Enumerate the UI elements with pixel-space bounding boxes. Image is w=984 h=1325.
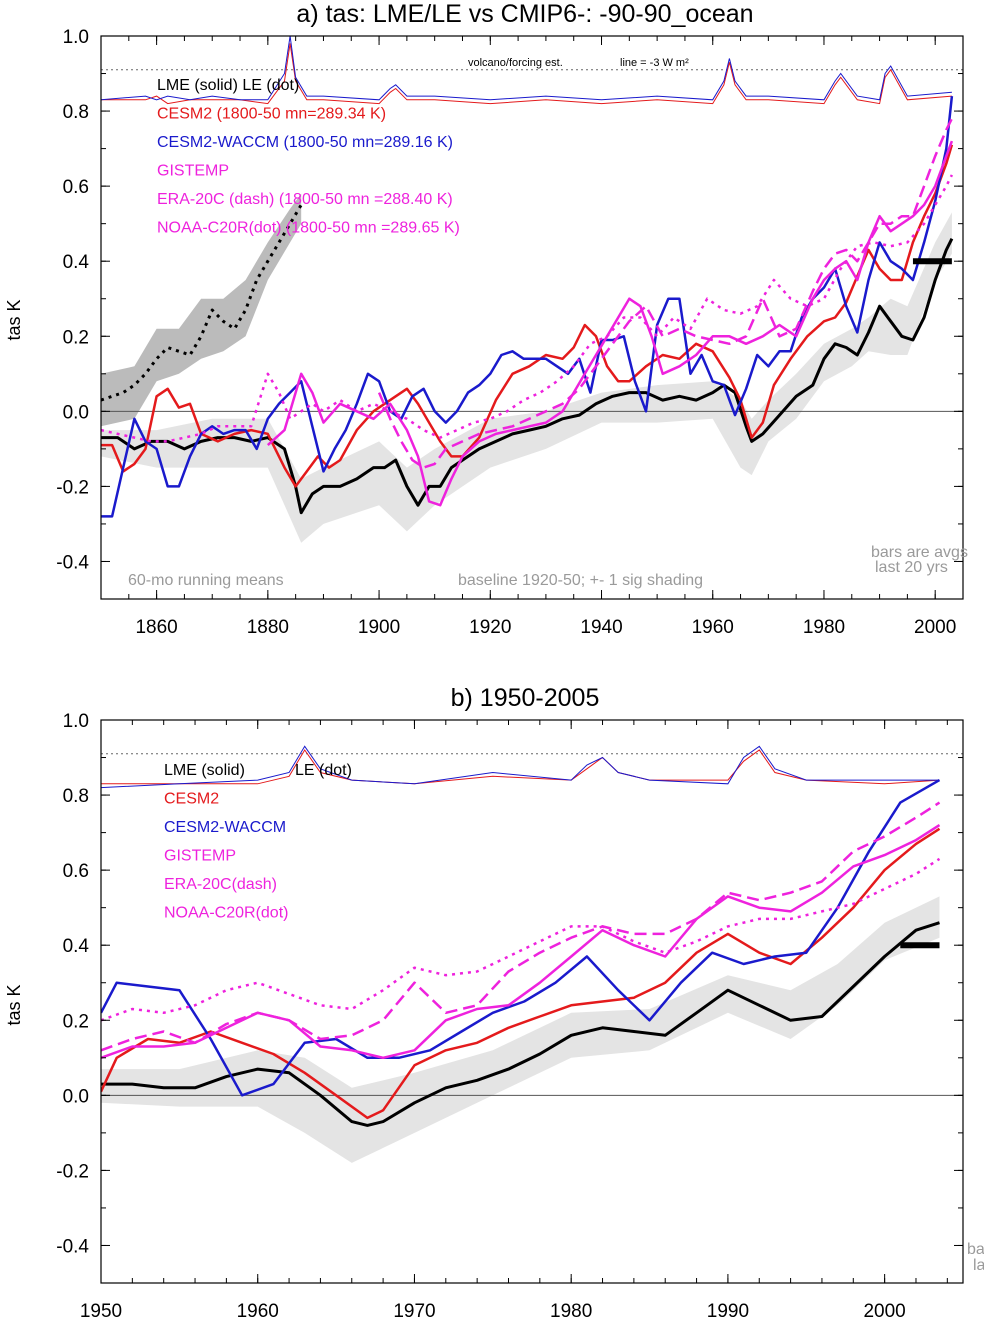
panel-b-annotation-bars-1: bars are avgs	[967, 1241, 984, 1258]
panel-a-band-1	[101, 193, 302, 427]
panel-b-legend-item: LME (solid)	[164, 762, 245, 779]
panel-a-ytick-label: 1.0	[63, 27, 89, 48]
panel-a-series-cesm2	[101, 144, 954, 488]
panel-b-xtick-label: 1960	[237, 1301, 279, 1322]
panel-b-forcing-trace-1	[101, 745, 940, 789]
panel-a-annotation-bars-2: last 20 yrs	[875, 559, 948, 576]
panel-a-annotation-bars-1: bars are avgs	[871, 544, 968, 561]
panel-a-plot-area	[101, 36, 963, 543]
panel-a-series-gistemp	[266, 140, 954, 507]
panel-b-series-cesm2-waccm	[101, 779, 941, 1097]
panel-b-legend-item: GISTEMP	[164, 848, 236, 865]
panel-b-band-0	[101, 896, 940, 1163]
panel-b-legend-item: LE (dot)	[295, 762, 352, 779]
panel-a-series-le	[101, 204, 303, 402]
panel-b-legend-item: CESM2	[164, 791, 219, 808]
panel-a-annotation-running-mean: 60-mo running means	[128, 572, 284, 589]
panel-b-legend-item: NOAA-C20R(dot)	[164, 905, 288, 922]
panel-a-ylabel: tas K	[4, 299, 24, 340]
panel-a-legend-item: CESM2-WACCM (1800-50 mn=289.16 K)	[157, 134, 453, 151]
panel-b-ytick-label: 0.2	[63, 1011, 89, 1032]
panel-a-legend-item: GISTEMP	[157, 163, 229, 180]
panel-a-xtick-label: 1900	[358, 617, 400, 638]
panel-a-legend-item: ERA-20C (dash) (1800-50 mn =288.40 K)	[157, 191, 453, 208]
panel-a-forcing-trace-1	[101, 36, 952, 101]
panel-b-ytick-label: -0.4	[56, 1236, 89, 1257]
panel-b-forcing-trace-0	[101, 749, 940, 785]
panel-a-frame	[100, 35, 964, 600]
panel-b-series-lme	[101, 921, 940, 1127]
panel-a-plot: -0.4 -0.2 0.0 0.2 0.4 0.6 0.8 1.0 1860 1880 1900 19…	[56, 27, 968, 638]
panel-a-legend-item: NOAA-C20R(dot) (1800-50 mn =289.65 K)	[157, 220, 460, 237]
panel-a-ytick-label: -0.4	[56, 552, 89, 573]
panel-b-plot: -0.4 -0.2 0.0 0.2 0.4 0.6 0.8 1.0 1950 1960 1970 19…	[56, 711, 984, 1322]
panel-b-title: b) 1950-2005	[451, 684, 600, 712]
panel-a-xtick-label: 1860	[135, 617, 177, 638]
panel-b-series-gistemp	[101, 824, 941, 1060]
panel-a-xtick-label: 1920	[469, 617, 511, 638]
panel-b-legend-item: ERA-20C(dash)	[164, 876, 277, 893]
panel-a-xtick-label: 1940	[580, 617, 622, 638]
panel-b-xtick-label: 2000	[863, 1301, 905, 1322]
panel-a-ytick-label: 0.2	[63, 327, 89, 348]
panel-a: a) tas: LME/LE vs CMIP6-: -90-90_ocean t…	[4, 0, 968, 638]
panel-a-xtick-label: 1980	[803, 617, 845, 638]
panel-b-ytick-label: -0.2	[56, 1161, 89, 1182]
panel-a-title: a) tas: LME/LE vs CMIP6-: -90-90_ocean	[296, 0, 753, 28]
panel-a-annotation-baseline: baseline 1920-50; +- 1 sig shading	[458, 572, 703, 589]
panel-b-ytick-label: 1.0	[63, 711, 89, 732]
panel-b-plot-area	[101, 745, 963, 1163]
panel-a-xtick-label: 1880	[247, 617, 289, 638]
panel-b-ytick-label: 0.4	[63, 936, 90, 957]
panel-b-annotation-bars-2: last 20 yrs	[973, 1257, 984, 1274]
panel-b-frame	[100, 719, 964, 1284]
panel-a-ytick-label: 0.8	[63, 102, 89, 123]
panel-b-xtick-label: 1970	[393, 1301, 435, 1322]
panel-b-xtick-label: 1990	[707, 1301, 749, 1322]
panel-b: b) 1950-2005 tas K -0.4 -0.2 0.0 0.2 0.4 0.6 0…	[4, 684, 984, 1322]
panel-a-series-noaa-c20r	[101, 174, 954, 443]
panel-b-ytick-label: 0.6	[63, 861, 89, 882]
panel-b-series-era-20c	[101, 801, 941, 1052]
panel-b-ylabel: tas K	[4, 984, 24, 1025]
panel-b-legend-item: CESM2-WACCM	[164, 819, 286, 836]
panel-a-xtick-label: 2000	[914, 617, 956, 638]
panel-a-ytick-label: 0.6	[63, 177, 89, 198]
panel-b-series-cesm2	[101, 827, 941, 1120]
panel-b-ytick-label: 0.8	[63, 786, 89, 807]
panel-a-ytick-label: 0.4	[63, 252, 90, 273]
panel-a-legend-item: CESM2 (1800-50 mn=289.34 K)	[157, 106, 386, 123]
panel-a-series-era-20c	[377, 118, 954, 469]
panel-b-ytick-label: 0.0	[63, 1086, 89, 1107]
panel-a-xtick-label: 1960	[692, 617, 734, 638]
panel-a-band-0	[101, 212, 952, 543]
panel-b-xtick-label: 1980	[550, 1301, 592, 1322]
panel-b-xtick-label: 1950	[80, 1301, 122, 1322]
panel-a-forcing-trace-0	[101, 43, 952, 105]
panel-a-annotation-line-note: line = -3 W m²	[620, 57, 689, 69]
panel-a-ytick-label: 0.0	[63, 402, 89, 423]
panel-a-ytick-label: -0.2	[56, 477, 89, 498]
panel-a-legend-item: LME (solid) LE (dot)	[157, 77, 299, 94]
panel-b-series-noaa-c20r	[101, 857, 941, 1022]
panel-a-annotation-volcano: volcano/forcing est.	[468, 57, 563, 69]
